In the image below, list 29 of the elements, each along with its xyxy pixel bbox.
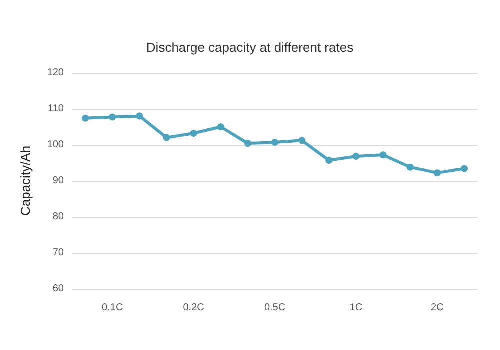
- point: [136, 112, 144, 120]
- y-tick-label: 80: [52, 212, 64, 222]
- x-tick-label: 0.2C: [183, 302, 204, 314]
- y-tick-label: 110: [48, 104, 64, 114]
- point: [82, 114, 90, 122]
- y-tick-label: 60: [52, 284, 64, 294]
- y-tick-label: 70: [52, 248, 64, 258]
- point: [244, 140, 252, 148]
- point: [434, 170, 441, 177]
- x-tick-label: 0.5C: [264, 302, 286, 314]
- x-tick-label: 1C: [350, 302, 363, 314]
- chart-title: Discharge capacity at different rates: [146, 40, 354, 55]
- point: [406, 164, 414, 171]
- point: [217, 124, 224, 130]
- point: [352, 153, 360, 160]
- x-tick-label: 0.1C: [102, 302, 124, 314]
- y-tick-label: 90: [52, 176, 64, 186]
- point: [109, 114, 116, 121]
- y-tick-label: 120: [47, 68, 64, 78]
- point: [298, 137, 306, 144]
- point: [460, 165, 468, 172]
- y-axis-title: Capacity/Ah: [18, 146, 33, 216]
- point: [380, 152, 387, 159]
- point: [190, 130, 198, 137]
- y-tick-label: 100: [47, 140, 64, 150]
- point: [326, 156, 333, 164]
- point: [163, 134, 170, 142]
- x-tick-label: 2C: [431, 302, 444, 314]
- point: [272, 138, 278, 146]
